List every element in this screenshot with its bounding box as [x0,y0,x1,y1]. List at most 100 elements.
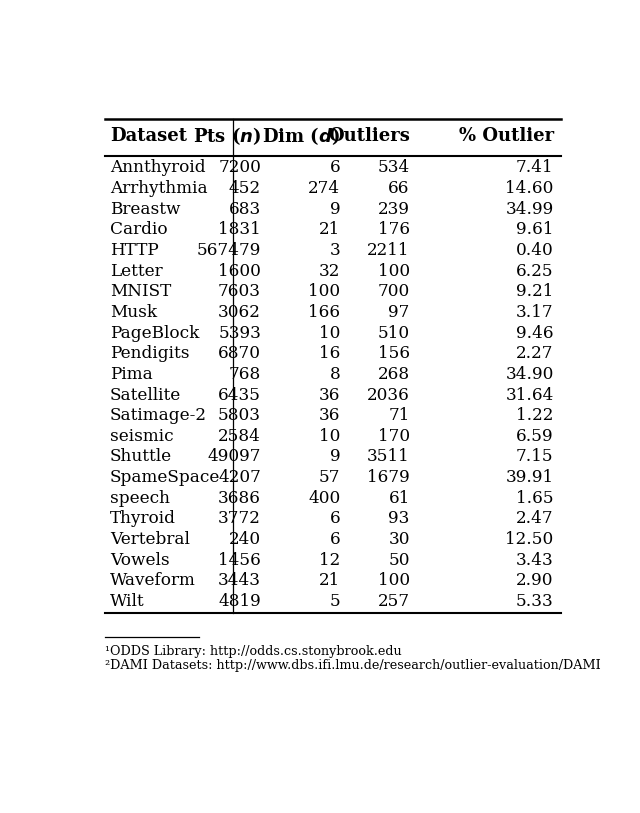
Text: 5.33: 5.33 [516,593,554,610]
Text: 6435: 6435 [218,386,261,403]
Text: 10: 10 [319,324,340,341]
Text: 39.91: 39.91 [506,469,554,486]
Text: Arrhythmia: Arrhythmia [110,180,207,197]
Text: 257: 257 [378,593,410,610]
Text: 0.40: 0.40 [516,242,554,259]
Text: 1.65: 1.65 [516,489,554,506]
Text: 14.60: 14.60 [506,180,554,197]
Text: Annthyroid: Annthyroid [110,159,205,176]
Text: 50: 50 [388,552,410,569]
Text: 1600: 1600 [218,263,261,280]
Text: Breastw: Breastw [110,201,180,218]
Text: 2584: 2584 [218,428,261,445]
Text: seismic: seismic [110,428,173,445]
Text: 768: 768 [228,366,261,383]
Text: 3772: 3772 [218,511,261,528]
Text: 2036: 2036 [367,386,410,403]
Text: 3: 3 [330,242,340,259]
Text: 21: 21 [319,572,340,589]
Text: Waveform: Waveform [110,572,196,589]
Text: 3511: 3511 [367,449,410,466]
Text: 16: 16 [319,346,340,362]
Text: 274: 274 [308,180,340,197]
Text: Pendigits: Pendigits [110,346,189,362]
Text: 9.46: 9.46 [516,324,554,341]
Text: Outliers: Outliers [328,127,410,145]
Text: 170: 170 [378,428,410,445]
Text: 3443: 3443 [218,572,261,589]
Text: 21: 21 [319,221,340,238]
Text: MNIST: MNIST [110,283,171,300]
Text: 34.90: 34.90 [506,366,554,383]
Text: 32: 32 [319,263,340,280]
Text: 567479: 567479 [196,242,261,259]
Text: ²DAMI Datasets: http://www.dbs.ifi.lmu.de/research/outlier-evaluation/DAMI: ²DAMI Datasets: http://www.dbs.ifi.lmu.d… [105,659,600,672]
Text: 2.27: 2.27 [516,346,554,362]
Text: 12: 12 [319,552,340,569]
Text: 49097: 49097 [207,449,261,466]
Text: 6.59: 6.59 [516,428,554,445]
Text: 10: 10 [319,428,340,445]
Text: 1.22: 1.22 [516,407,554,424]
Text: 57: 57 [319,469,340,486]
Text: 34.99: 34.99 [506,201,554,218]
Text: 700: 700 [378,283,410,300]
Text: 12.50: 12.50 [506,531,554,548]
Text: 2.47: 2.47 [516,511,554,528]
Text: 2.90: 2.90 [516,572,554,589]
Text: 7.41: 7.41 [516,159,554,176]
Text: 100: 100 [378,572,410,589]
Text: 4207: 4207 [218,469,261,486]
Text: 36: 36 [319,407,340,424]
Text: 3686: 3686 [218,489,261,506]
Text: Thyroid: Thyroid [110,511,176,528]
Text: Pts ($\bfit{n}$): Pts ($\bfit{n}$) [193,125,261,146]
Text: 30: 30 [388,531,410,548]
Text: 156: 156 [378,346,410,362]
Text: 6.25: 6.25 [516,263,554,280]
Text: Wilt: Wilt [110,593,145,610]
Text: 400: 400 [308,489,340,506]
Text: 6870: 6870 [218,346,261,362]
Text: 93: 93 [388,511,410,528]
Text: Cardio: Cardio [110,221,168,238]
Text: 240: 240 [229,531,261,548]
Text: 5803: 5803 [218,407,261,424]
Text: Shuttle: Shuttle [110,449,172,466]
Text: speech: speech [110,489,170,506]
Text: ¹ODDS Library: http://odds.cs.stonybrook.edu: ¹ODDS Library: http://odds.cs.stonybrook… [105,645,401,658]
Text: 683: 683 [228,201,261,218]
Text: Dim ($\bfit{d}$): Dim ($\bfit{d}$) [262,125,340,146]
Text: Vertebral: Vertebral [110,531,189,548]
Text: 1456: 1456 [218,552,261,569]
Text: 1831: 1831 [218,221,261,238]
Text: 3062: 3062 [218,304,261,321]
Text: 6: 6 [330,531,340,548]
Text: Satimage-2: Satimage-2 [110,407,207,424]
Text: 7200: 7200 [218,159,261,176]
Text: 176: 176 [378,221,410,238]
Text: 9: 9 [330,449,340,466]
Text: 61: 61 [388,489,410,506]
Text: 5: 5 [330,593,340,610]
Text: HTTP: HTTP [110,242,159,259]
Text: 7603: 7603 [218,283,261,300]
Text: 9.61: 9.61 [516,221,554,238]
Text: SpameSpace: SpameSpace [110,469,220,486]
Text: PageBlock: PageBlock [110,324,199,341]
Text: 4819: 4819 [218,593,261,610]
Text: 100: 100 [378,263,410,280]
Text: Vowels: Vowels [110,552,170,569]
Text: 8: 8 [330,366,340,383]
Text: 7.15: 7.15 [516,449,554,466]
Text: 100: 100 [308,283,340,300]
Text: 239: 239 [378,201,410,218]
Text: 3.43: 3.43 [516,552,554,569]
Text: 31.64: 31.64 [506,386,554,403]
Text: 97: 97 [388,304,410,321]
Text: % Outlier: % Outlier [458,127,554,145]
Text: Letter: Letter [110,263,163,280]
Text: Pima: Pima [110,366,152,383]
Text: 6: 6 [330,511,340,528]
Text: Satellite: Satellite [110,386,181,403]
